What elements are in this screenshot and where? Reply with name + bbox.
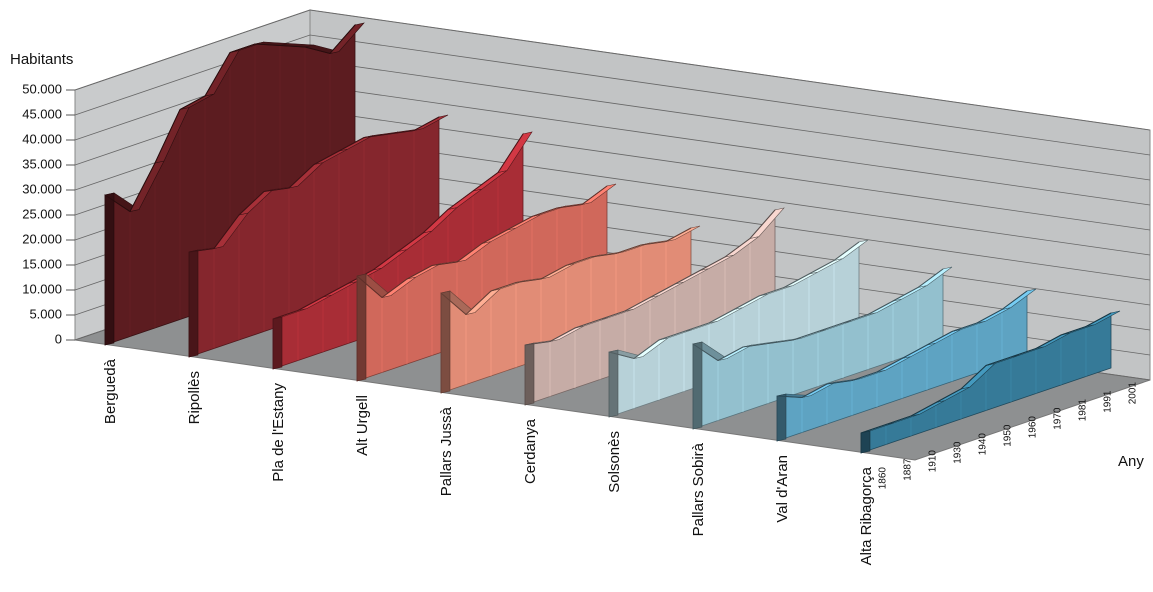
series-line (356, 185, 608, 299)
series-label: Berguedà (102, 358, 119, 424)
series-label: Pla de l'Estany (270, 383, 287, 482)
x-tick-label: 1950 (1003, 424, 1014, 447)
ribbon-end (188, 249, 199, 358)
series-label: Solsonès (606, 431, 623, 493)
series-line (440, 227, 692, 316)
ribbon-end (272, 316, 283, 370)
y-tick-label: 0 (55, 331, 62, 346)
ribbon-end (356, 273, 367, 382)
x-tick-label: 1860 (878, 467, 889, 490)
y-tick-label: 30.000 (22, 181, 62, 196)
x-tick-label: 2001 (1128, 382, 1139, 405)
series-line (188, 116, 440, 253)
x-tick-label: 1940 (978, 433, 989, 456)
ribbon-end (440, 290, 451, 394)
series-label: Val d'Aran (774, 455, 791, 523)
grid-line (74, 34, 1151, 156)
y-tick-label: 50.000 (22, 81, 62, 96)
x-tick-label: 1991 (1103, 390, 1114, 413)
x-tick-label: 1910 (928, 450, 939, 473)
y-tick-label: 10.000 (22, 281, 62, 296)
series-label: Cerdanya (522, 418, 539, 484)
series-line (104, 24, 356, 213)
series-line (776, 290, 1028, 399)
series-label: Pallars Jussà (438, 406, 455, 496)
ribbon-end (524, 342, 535, 406)
ribbon-end (692, 341, 703, 430)
series-line (692, 268, 944, 362)
x-tick-label: 1887 (903, 458, 914, 481)
x-tick-label: 1970 (1053, 407, 1064, 430)
ribbon-end (104, 192, 115, 346)
series-line (608, 241, 860, 360)
y-tick-label: 25.000 (22, 206, 62, 221)
x-tick-label: 1981 (1078, 399, 1089, 422)
x-tick-label: 1930 (953, 441, 964, 464)
y-tick-label: 35.000 (22, 156, 62, 171)
series-label: Pallars Sobirà (690, 442, 707, 536)
y-tick-label: 40.000 (22, 131, 62, 146)
series-line (860, 312, 1112, 434)
series-label: Alta Ribagorça (858, 466, 875, 565)
ribbon-end (776, 393, 787, 442)
ribbon-end (860, 430, 871, 454)
series-label: Alt Urgell (354, 395, 371, 456)
series-line (272, 133, 524, 320)
y-axis-title: Habitants (10, 51, 73, 68)
series-line (524, 209, 776, 346)
y-tick-label: 20.000 (22, 231, 62, 246)
series-label: Ripollès (186, 371, 203, 424)
y-tick-label: 5.000 (29, 306, 62, 321)
y-tick-label: 45.000 (22, 106, 62, 121)
x-axis-title: Any (1118, 453, 1144, 470)
x-tick-label: 1960 (1028, 416, 1039, 439)
grid-line (74, 9, 1151, 131)
ribbon-end (608, 349, 619, 418)
y-tick-label: 15.000 (22, 256, 62, 271)
